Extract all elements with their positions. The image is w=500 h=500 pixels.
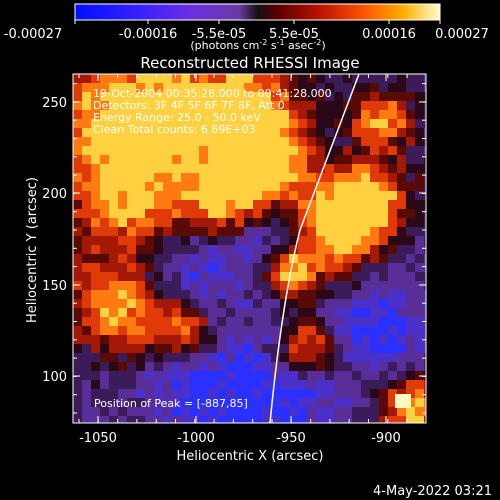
y-tick-label: 250 [42,96,67,111]
energy-range: Energy Range: 25.0 - 50.0 keV [93,111,261,124]
y-tick-label: 100 [42,370,67,385]
x-tick-label: -950 [276,431,306,446]
colorbar-unit-label: (photons cm-2 s-1 asec-2) [190,38,325,52]
detectors-info: Detectors: 3F 4F 5F 6F 7F 8F, Att 0 [93,99,285,112]
colorbar [74,3,441,21]
counts-info: Clean Total counts: 6.69E+03 [93,123,256,136]
colorbar-tick-label: -0.00016 [119,27,177,42]
peak-position: Position of Peak = [-887,85] [94,397,248,410]
y-tick-label: 200 [42,187,67,202]
y-axis-label: Heliocentric Y (arcsec) [25,177,40,323]
rhessi-image [73,74,426,423]
plot-title: Reconstructed RHESSI Image [140,54,359,72]
solar-limb [269,74,360,423]
timestamp: 4-May-2022 03:21 [373,484,492,499]
x-tick-label: -900 [371,431,401,446]
colorbar-ticks [74,20,441,24]
colorbar-tick-label: 0.00027 [435,27,489,42]
x-axis-label: Heliocentric X (arcsec) [177,449,324,464]
colorbar-tick-label: -5.5e-05 [192,27,247,42]
y-tick-label: 150 [42,279,67,294]
observation-time: 19-Oct-2004 00:35:28.000 to 00:41:28.000 [93,87,332,100]
colorbar-tick-label: -0.00027 [4,27,62,42]
colorbar-tick-label: 5.5e-05 [269,27,319,42]
x-tick-label: -1000 [177,431,215,446]
axis-ticks [73,74,426,423]
colorbar-tick-label: 0.00016 [362,27,416,42]
x-tick-label: -1050 [79,431,117,446]
